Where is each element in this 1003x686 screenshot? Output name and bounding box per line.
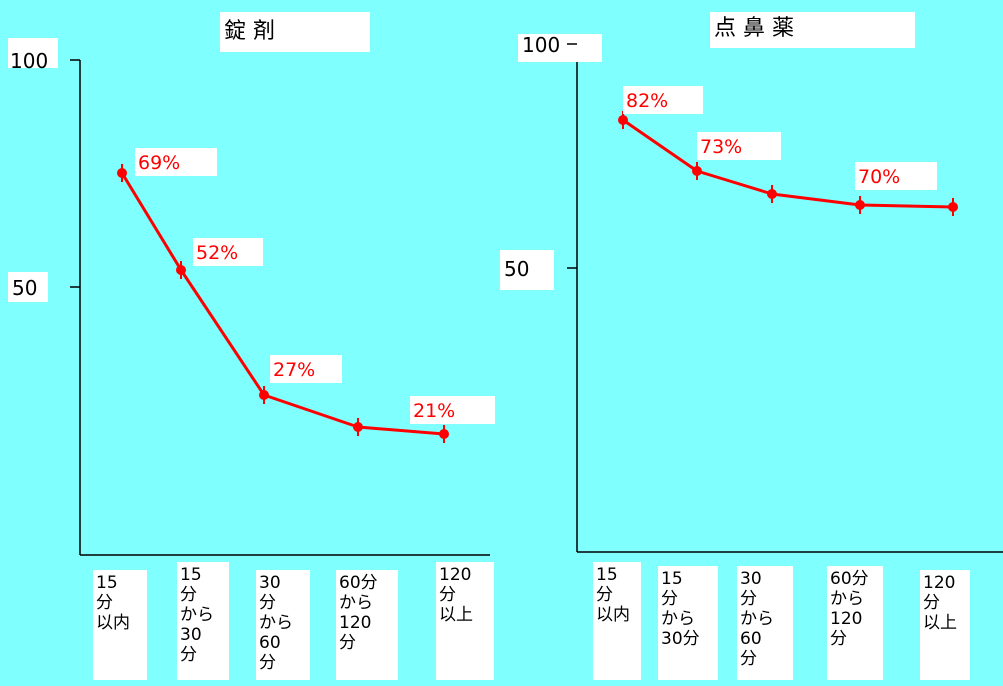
chart-1-category-label-line: 分 xyxy=(96,593,113,613)
chart-2-category-label-line: 分 xyxy=(830,629,847,649)
chart-2-category-label-line: から xyxy=(661,609,695,629)
chart-1-title: 錠 剤 xyxy=(224,19,275,44)
chart-1-category-box xyxy=(336,570,398,680)
chart-2-category-label-line: 分 xyxy=(740,589,757,609)
chart-2-y-tick-label-50: 50 xyxy=(504,257,529,281)
chart-2-category-label-line: から xyxy=(740,609,774,629)
chart-2-data-label: 70% xyxy=(858,166,900,188)
chart-2-category-label-line: 120 xyxy=(830,609,862,629)
chart-1-category-label-line: 分 xyxy=(439,585,456,605)
chart-2-data-label-box xyxy=(697,132,781,160)
chart-1-category-box xyxy=(436,562,494,680)
chart-1-series-line xyxy=(120,172,445,436)
chart-2-category-label: 120 分以上 xyxy=(923,573,957,633)
chart-2-category-label-line: 以内 xyxy=(596,605,630,625)
chart-2-category-box xyxy=(827,566,883,680)
chart-1-data-label-box xyxy=(193,238,263,266)
chart-1-category-box xyxy=(256,570,310,680)
chart-2-category-label-line: 120 xyxy=(923,573,955,593)
chart-2-category-box xyxy=(593,562,641,680)
chart-2-category-box xyxy=(658,566,718,680)
chart-1-category-label: 120 分以上 xyxy=(439,565,473,625)
chart-2-category-label: 15 分以内 xyxy=(596,565,630,625)
chart-1-category-label-line: 60分 xyxy=(339,573,378,593)
chart-1-category-box xyxy=(93,570,147,680)
chart-1-data-label-box xyxy=(135,148,217,176)
chart-2-y-tick-box-100 xyxy=(518,34,602,62)
chart-1-category-label-line: から xyxy=(259,613,293,633)
chart-1-category-label-line: 以上 xyxy=(439,605,473,625)
chart-1-category-label-line: 30 xyxy=(259,573,281,593)
chart-1-category-label: 15 分から 30 分 xyxy=(180,565,214,665)
chart-2-category-box xyxy=(920,570,970,680)
chart-1-data-label: 21% xyxy=(413,400,455,422)
chart-2-category-label-line: 分 xyxy=(923,593,940,613)
chart-2-category-label-line: 以上 xyxy=(923,613,957,633)
chart-1-y-tick-label-50: 50 xyxy=(12,276,37,300)
chart-1-title-box xyxy=(220,12,370,52)
chart-1-category-box xyxy=(177,562,229,680)
chart-1-category-label: 15 分以内 xyxy=(96,573,130,633)
chart-2-data-label: 73% xyxy=(700,136,742,158)
chart-2-category-label-line: 60 xyxy=(740,629,762,649)
chart-2-category-label-line: から xyxy=(830,589,864,609)
chart-1-y-tick-box-50 xyxy=(8,272,48,302)
chart-2-category-label: 30 分から 60 分 xyxy=(740,569,774,669)
chart-1-y-tick-box-100 xyxy=(8,38,58,68)
chart-1-category-label-line: 分 xyxy=(339,633,356,653)
chart-1-category-label: 30 分から 60 分 xyxy=(259,573,293,673)
chart-1-data-label-box xyxy=(270,355,342,383)
chart-2-category-label-line: 分 xyxy=(661,589,678,609)
chart-1-category-label: 60分から 120 分 xyxy=(339,573,378,653)
chart-1-category-label-line: 15 xyxy=(96,573,118,593)
chart-2-y-tick-box-50 xyxy=(500,250,554,290)
chart-1-data-label: 69% xyxy=(138,152,180,174)
chart-2-category-label-line: 30分 xyxy=(661,629,700,649)
chart-2-data-label-box xyxy=(623,86,703,114)
chart-1-category-label-line: から xyxy=(339,593,373,613)
chart-2-category-label-line: 15 xyxy=(596,565,618,585)
chart-1-category-label-line: 分 xyxy=(180,645,197,665)
chart-2-category-box xyxy=(737,566,793,680)
chart-2-category-label-line: 15 xyxy=(661,569,683,589)
chart-2-title: 点 鼻 薬 xyxy=(714,16,794,41)
chart-1-category-label-line: 60 xyxy=(259,633,281,653)
chart-1-y-tick-label-100: 100 xyxy=(10,49,48,73)
chart-2-category-label-line: 分 xyxy=(596,585,613,605)
chart-1-category-label-line: から xyxy=(180,605,214,625)
chart-2-category-label-line: 60分 xyxy=(830,569,869,589)
chart-2-y-tick-label-100: 100 xyxy=(522,33,560,57)
chart-2-category-label-line: 分 xyxy=(740,649,757,669)
chart-2-category-label: 15 分から 30分 xyxy=(661,569,700,649)
chart-2-category-label-line: 30 xyxy=(740,569,762,589)
chart-1-category-label-line: 120 xyxy=(439,565,471,585)
chart-2-data-label-box xyxy=(855,162,937,190)
chart-1-data-label: 52% xyxy=(196,242,238,264)
chart-1-category-label-line: 以内 xyxy=(96,613,130,633)
chart-2-title-box xyxy=(710,12,915,48)
chart-2-data-label: 82% xyxy=(626,90,668,112)
chart-2-category-label: 60分から 120 分 xyxy=(830,569,869,649)
chart-1-category-label-line: 分 xyxy=(259,593,276,613)
chart-1-category-label-line: 15 xyxy=(180,565,202,585)
chart-1-data-label-box xyxy=(410,396,495,424)
chart-1-data-label: 27% xyxy=(273,359,315,381)
chart-1-category-label-line: 30 xyxy=(180,625,202,645)
chart-1-category-label-line: 120 xyxy=(339,613,371,633)
chart-1-category-label-line: 分 xyxy=(259,653,276,673)
chart-1-category-label-line: 分 xyxy=(180,585,197,605)
